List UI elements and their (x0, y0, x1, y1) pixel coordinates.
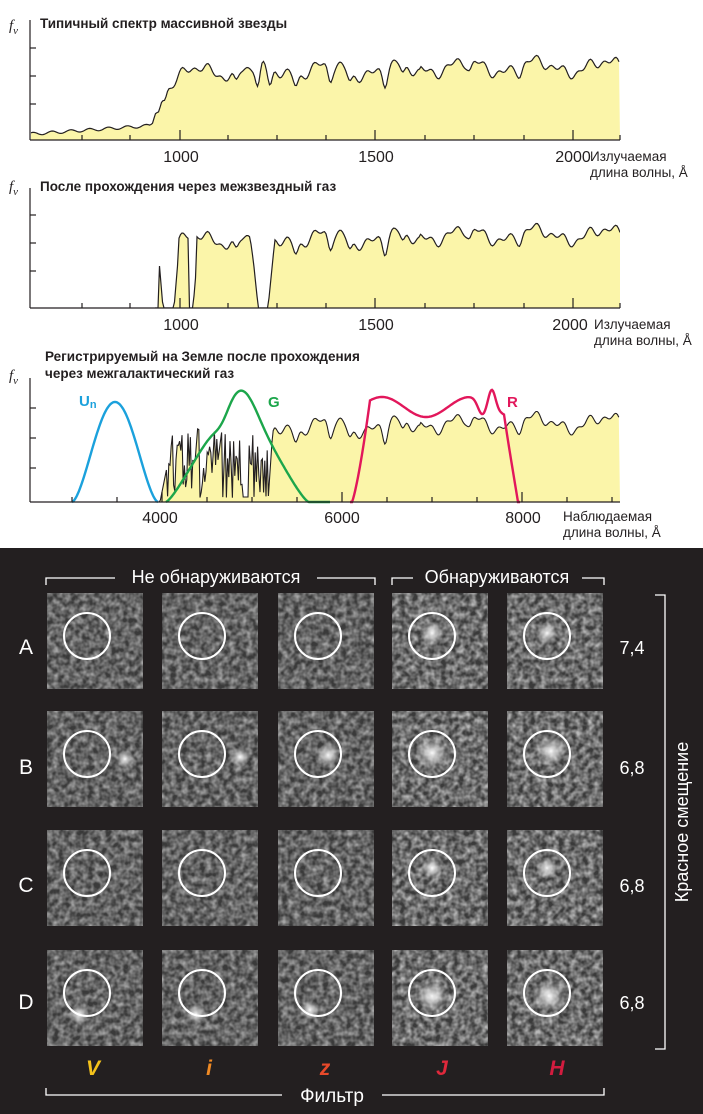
panel2-tick-1000: 1000 (163, 317, 199, 334)
redshift-value-b: 6,8 (619, 758, 644, 778)
image-cell-a-i (162, 593, 258, 689)
image-cell-b-z (278, 711, 374, 807)
spectra-figure: fν Типичный спектр массивной звезды 1000… (9, 16, 692, 540)
image-cell-a-j (392, 593, 488, 689)
header-detected-label: Обнаруживаются (425, 567, 570, 587)
filter-label-r: R (507, 394, 518, 411)
panel3-title-line1: Регистрируемый на Земле после прохождени… (45, 349, 360, 364)
image-cell-d-v (47, 950, 143, 1046)
filter-name-i: i (206, 1057, 213, 1080)
panel3-tick-8000: 8000 (505, 510, 541, 527)
panel1-xlabel-line2: длина волны, Å (590, 165, 688, 180)
panel2-spectrum-fill (155, 223, 620, 308)
redshift-value-c: 6,8 (619, 876, 644, 896)
panel2-xlabel-line1: Излучаемая (594, 317, 671, 332)
galaxy-image-grid: Не обнаруживаются Обнаруживаются A B C D… (0, 548, 703, 1114)
image-cell-b-j (392, 711, 488, 807)
row-label-a: A (19, 636, 33, 659)
panel2-xlabel-line2: длина волны, Å (594, 333, 692, 348)
panel2-tick-2000: 2000 (552, 317, 588, 334)
panel3-ylabel: fν (9, 368, 18, 387)
panel2-tick-1500: 1500 (358, 317, 394, 334)
panel1-tick-1500: 1500 (358, 149, 394, 166)
spectrum-panel-2: fν После прохождения через межзвездный г… (9, 179, 692, 348)
panel3-spectrum-line (158, 410, 620, 503)
panel1-xlabel-line1: Излучаемая (590, 149, 667, 164)
panel3-xlabel-line2: длина волны, Å (563, 525, 661, 540)
image-cell-d-h (507, 950, 603, 1046)
panel1-y-axis (29, 20, 36, 140)
filter-label-g: G (268, 394, 280, 411)
image-cell-c-j (392, 830, 488, 926)
image-cell-d-z (278, 950, 374, 1046)
image-cell-c-h (507, 830, 603, 926)
row-label-b: B (19, 756, 33, 779)
redshift-bracket (655, 594, 666, 1050)
header-detected (391, 577, 605, 585)
image-cell-c-z (278, 830, 374, 926)
header-undetected-label: Не обнаруживаются (132, 567, 301, 587)
filter-curve-un (71, 400, 159, 504)
panel2-spectrum-line (155, 222, 620, 308)
image-cell-b-h (507, 711, 603, 807)
header-undetected (45, 577, 376, 585)
image-cell-d-j (392, 950, 488, 1046)
filter-name-j: J (436, 1057, 449, 1080)
image-cell-c-v (47, 830, 143, 926)
image-cell-b-i (162, 711, 258, 807)
panel3-spectrum-fill (158, 411, 620, 502)
panel3-x-axis (30, 492, 620, 503)
row-label-d: D (18, 991, 33, 1014)
spectrum-panel-1: fν Типичный спектр массивной звезды 1000… (9, 16, 688, 180)
panel2-ylabel: fν (9, 179, 18, 198)
panel1-ylabel: fν (9, 18, 18, 37)
row-label-c: C (18, 874, 33, 897)
filter-curve-r (350, 388, 520, 504)
panel2-y-axis (29, 188, 36, 308)
filter-name-h: H (549, 1057, 565, 1080)
panel3-tick-4000: 4000 (142, 510, 178, 527)
image-cell-b-v (47, 711, 143, 807)
redshift-value-d: 6,8 (619, 993, 644, 1013)
panel1-spectrum-fill (31, 55, 620, 140)
image-cell-c-i (162, 830, 258, 926)
panel1-tick-1000: 1000 (163, 149, 199, 166)
panel1-title: Типичный спектр массивной звезды (40, 16, 287, 31)
image-cell-a-h (507, 593, 603, 689)
image-cell-d-i (162, 950, 258, 1046)
redshift-value-a: 7,4 (619, 638, 644, 658)
panel3-xlabel-line1: Наблюдаемая (563, 509, 652, 524)
filter-bracket (45, 1088, 605, 1096)
panel2-title: После прохождения через межзвездный газ (40, 179, 336, 194)
redshift-axis-label: Красное смещение (672, 742, 692, 902)
filter-label-un: Un (79, 393, 97, 411)
panel3-y-axis (29, 378, 36, 502)
panel3-title-line2: через межгалактический газ (45, 366, 234, 381)
filter-name-z: z (319, 1057, 331, 1080)
panel1-x-axis (30, 130, 621, 141)
panel2-x-axis (30, 298, 621, 309)
filter-axis-label: Фильтр (300, 1086, 364, 1107)
filter-curve-g (165, 389, 330, 504)
image-cell-a-v (47, 593, 143, 689)
spectrum-panel-3: Регистрируемый на Земле после прохождени… (9, 349, 661, 540)
filter-name-v: V (86, 1057, 102, 1080)
panel1-tick-2000: 2000 (555, 149, 591, 166)
panel3-tick-6000: 6000 (324, 510, 360, 527)
panel1-spectrum-line (30, 54, 620, 136)
image-cell-a-z (278, 593, 374, 689)
image-cells (47, 593, 603, 1046)
